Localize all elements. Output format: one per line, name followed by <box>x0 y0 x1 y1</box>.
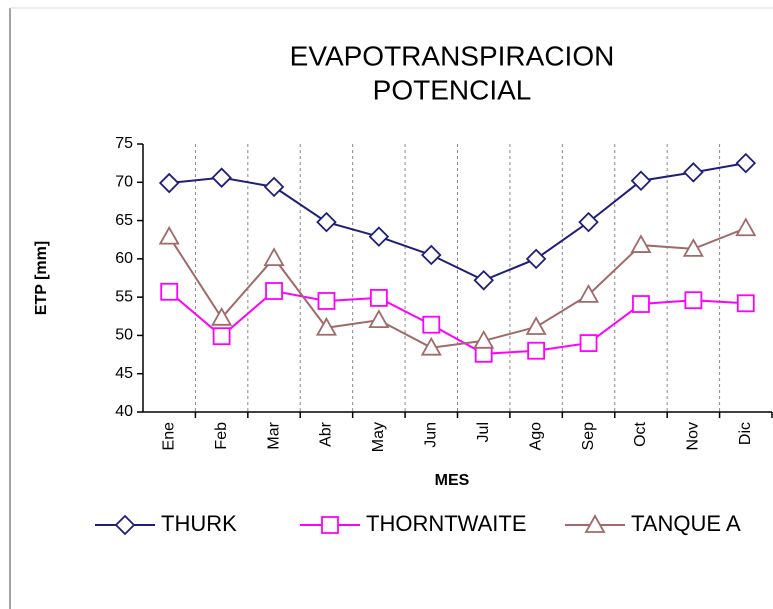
y-tick-label: 55 <box>115 288 133 305</box>
x-tick-label: Ene <box>160 422 177 451</box>
data-point <box>211 306 233 326</box>
y-tick-label: 50 <box>115 327 133 344</box>
legend-marker <box>114 514 136 536</box>
data-point <box>525 316 547 335</box>
data-point <box>578 284 600 303</box>
series-line <box>168 227 747 349</box>
x-tick-label: Ago <box>527 422 544 451</box>
data-point <box>265 282 283 300</box>
legend-label: THORNTWAITE <box>366 511 527 536</box>
x-tick-label: Dic <box>737 422 754 445</box>
x-tick-label: Feb <box>213 422 230 450</box>
data-point <box>263 176 285 198</box>
data-point <box>211 167 232 188</box>
data-point <box>160 282 179 301</box>
data-point <box>473 270 494 291</box>
y-tick-label: 70 <box>115 174 133 191</box>
legend-marker <box>321 516 339 534</box>
legend-label: TANQUE A <box>631 511 741 536</box>
data-point <box>263 247 285 266</box>
x-tick-label: Nov <box>685 422 702 450</box>
x-tick-label: Mar <box>265 421 282 449</box>
data-point <box>630 234 652 253</box>
data-point <box>368 226 390 247</box>
x-tick-label: Oct <box>632 421 649 446</box>
y-tick-label: 40 <box>115 403 133 420</box>
data-point <box>579 334 598 352</box>
data-point <box>473 329 495 349</box>
y-tick-label: 45 <box>115 365 133 382</box>
legend-marker <box>584 514 606 533</box>
data-point <box>369 289 388 307</box>
data-point <box>317 292 336 310</box>
legend-label: THURK <box>161 511 237 536</box>
y-axis-label: ETP [mm] <box>33 241 50 315</box>
data-point <box>683 162 704 183</box>
data-point <box>735 217 757 237</box>
y-tick-label: 75 <box>115 135 133 152</box>
data-point <box>368 309 390 329</box>
y-tick-label: 65 <box>115 212 133 229</box>
data-point <box>735 152 757 174</box>
data-point <box>212 327 231 346</box>
data-point <box>632 295 650 313</box>
data-point <box>736 294 755 313</box>
data-point <box>158 225 180 245</box>
chart-title: EVAPOTRANSPIRACION <box>290 40 615 71</box>
data-point <box>422 315 441 334</box>
data-point <box>684 291 703 310</box>
data-point <box>682 238 704 257</box>
chart-title: POTENCIAL <box>373 74 532 105</box>
x-axis-label: MES <box>435 472 470 489</box>
data-point <box>578 211 599 233</box>
x-tick-label: Sep <box>580 422 597 451</box>
x-tick-label: Abr <box>318 421 335 447</box>
data-point <box>525 248 547 270</box>
y-tick-label: 60 <box>115 250 133 267</box>
data-point <box>527 341 546 360</box>
data-point <box>316 211 337 233</box>
data-point <box>630 170 652 192</box>
data-point <box>420 336 442 356</box>
x-tick-label: Jul <box>475 422 492 442</box>
data-point <box>421 244 442 266</box>
x-tick-label: Jun <box>423 422 440 448</box>
x-tick-label: May <box>370 422 387 452</box>
data-point <box>315 316 337 336</box>
data-point <box>158 172 180 194</box>
